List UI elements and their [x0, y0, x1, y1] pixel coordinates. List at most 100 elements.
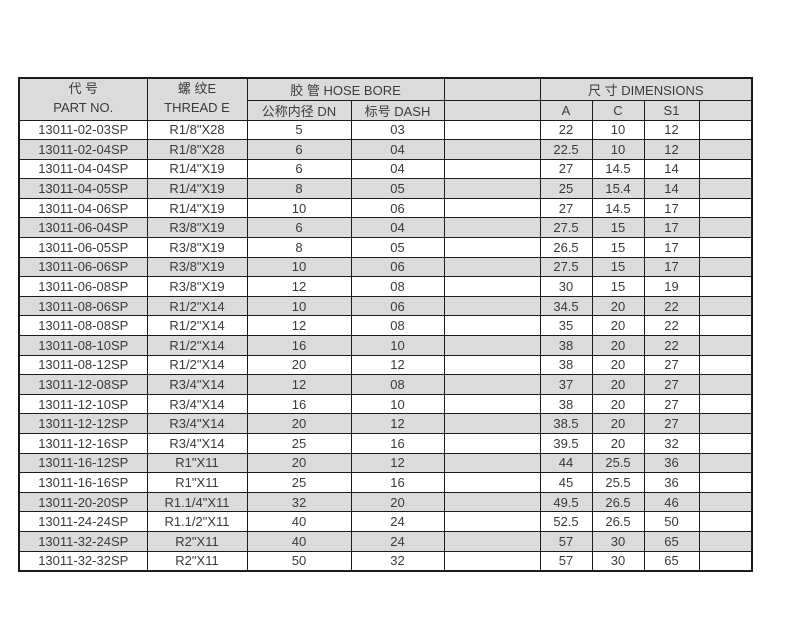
header-part-no: 代 号 PART NO. — [18, 77, 148, 121]
spacer-cell — [443, 178, 541, 199]
spacer-cell — [443, 256, 541, 278]
dn-cell: 25 — [246, 472, 352, 493]
s1-cell: 32 — [643, 433, 700, 454]
part-no-cell: 13011-06-08SP — [18, 276, 148, 297]
c-cell: 15.4 — [591, 178, 645, 199]
thread-cell: R3/8"X19 — [146, 256, 248, 278]
dn-cell: 20 — [246, 354, 352, 376]
c-cell: 15 — [591, 237, 645, 258]
header-spacer-right — [698, 99, 753, 121]
table-row: 13011-04-06SP R1/4"X19 10 06 27 14.5 17 — [18, 197, 753, 219]
a-cell: 57 — [539, 530, 593, 552]
c-cell: 30 — [591, 530, 645, 552]
spacer-cell — [443, 413, 541, 434]
thread-cell: R1/4"X19 — [146, 158, 248, 180]
s1-cell: 14 — [643, 158, 700, 180]
thread-cell: R3/4"X14 — [146, 433, 248, 454]
dash-cell: 12 — [350, 452, 445, 474]
table-row: 13011-12-10SP R3/4"X14 16 10 38 20 27 — [18, 393, 753, 415]
spacer-cell — [698, 139, 753, 160]
thread-cell: R3/4"X14 — [146, 374, 248, 395]
table-row: 13011-12-08SP R3/4"X14 12 08 37 20 27 — [18, 374, 753, 395]
a-cell: 38 — [539, 335, 593, 356]
thread-cell: R1/2"X14 — [146, 315, 248, 337]
header-thread-en: THREAD E — [164, 100, 230, 116]
dash-cell: 32 — [350, 550, 445, 572]
a-cell: 25 — [539, 178, 593, 199]
spacer-cell — [698, 295, 753, 317]
s1-cell: 27 — [643, 413, 700, 434]
dn-cell: 6 — [246, 158, 352, 180]
thread-cell: R3/8"X19 — [146, 276, 248, 297]
dash-cell: 24 — [350, 511, 445, 532]
s1-cell: 27 — [643, 393, 700, 415]
dash-cell: 12 — [350, 413, 445, 434]
spacer-cell — [443, 472, 541, 493]
dn-cell: 50 — [246, 550, 352, 572]
s1-cell: 12 — [643, 139, 700, 160]
dn-cell: 8 — [246, 178, 352, 199]
part-no-cell: 13011-06-05SP — [18, 237, 148, 258]
header-spacer-bottom — [443, 99, 541, 121]
dash-cell: 04 — [350, 217, 445, 239]
spacer-cell — [443, 295, 541, 317]
spacer-cell — [698, 511, 753, 532]
part-no-cell: 13011-32-24SP — [18, 530, 148, 552]
c-cell: 20 — [591, 433, 645, 454]
part-no-cell: 13011-08-08SP — [18, 315, 148, 337]
dn-cell: 40 — [246, 530, 352, 552]
s1-cell: 36 — [643, 452, 700, 474]
spacer-cell — [698, 374, 753, 395]
table-row: 13011-02-03SP R1/8"X28 5 03 22 10 12 — [18, 119, 753, 141]
thread-cell: R1"X11 — [146, 452, 248, 474]
a-cell: 45 — [539, 472, 593, 493]
part-no-cell: 13011-08-12SP — [18, 354, 148, 376]
table-row: 13011-06-06SP R3/8"X19 10 06 27.5 15 17 — [18, 256, 753, 278]
thread-cell: R3/8"X19 — [146, 237, 248, 258]
spacer-cell — [443, 315, 541, 337]
a-cell: 27 — [539, 197, 593, 219]
spacer-cell — [443, 433, 541, 454]
c-cell: 20 — [591, 413, 645, 434]
table-row: 13011-16-16SP R1"X11 25 16 45 25.5 36 — [18, 472, 753, 493]
s1-cell: 17 — [643, 217, 700, 239]
a-cell: 52.5 — [539, 511, 593, 532]
spacer-cell — [698, 119, 753, 141]
spacer-cell — [443, 237, 541, 258]
table-row: 13011-02-04SP R1/8"X28 6 04 22.5 10 12 — [18, 139, 753, 160]
table-row: 13011-20-20SP R1.1/4"X11 32 20 49.5 26.5 46 — [18, 491, 753, 513]
spacer-cell — [443, 335, 541, 356]
dn-cell: 12 — [246, 276, 352, 297]
header-thread: 螺 纹E THREAD E — [146, 77, 248, 121]
c-cell: 30 — [591, 550, 645, 572]
spacer-cell — [698, 530, 753, 552]
part-no-cell: 13011-16-16SP — [18, 472, 148, 493]
s1-cell: 46 — [643, 491, 700, 513]
dash-cell: 24 — [350, 530, 445, 552]
spacer-cell — [443, 530, 541, 552]
table-row: 13011-06-04SP R3/8"X19 6 04 27.5 15 17 — [18, 217, 753, 239]
header-col-s1: S1 — [643, 99, 700, 121]
header-dn: 公称内径 DN — [246, 99, 352, 121]
a-cell: 22.5 — [539, 139, 593, 160]
s1-cell: 65 — [643, 530, 700, 552]
table-row: 13011-32-24SP R2"X11 40 24 57 30 65 — [18, 530, 753, 552]
c-cell: 15 — [591, 256, 645, 278]
part-no-cell: 13011-12-12SP — [18, 413, 148, 434]
table-row: 13011-08-10SP R1/2"X14 16 10 38 20 22 — [18, 335, 753, 356]
thread-cell: R2"X11 — [146, 530, 248, 552]
header-row-2: 公称内径 DN 标号 DASH A C S1 — [19, 99, 753, 121]
dash-cell: 08 — [350, 276, 445, 297]
spacer-cell — [698, 217, 753, 239]
dn-cell: 10 — [246, 197, 352, 219]
a-cell: 38.5 — [539, 413, 593, 434]
table-row: 13011-16-12SP R1"X11 20 12 44 25.5 36 — [18, 452, 753, 474]
a-cell: 27 — [539, 158, 593, 180]
spacer-cell — [443, 139, 541, 160]
table-row: 13011-24-24SP R1.1/2"X11 40 24 52.5 26.5 50 — [18, 511, 753, 532]
spacer-cell — [698, 158, 753, 180]
dn-cell: 12 — [246, 315, 352, 337]
dn-cell: 5 — [246, 119, 352, 141]
dn-cell: 25 — [246, 433, 352, 454]
spacer-cell — [698, 237, 753, 258]
